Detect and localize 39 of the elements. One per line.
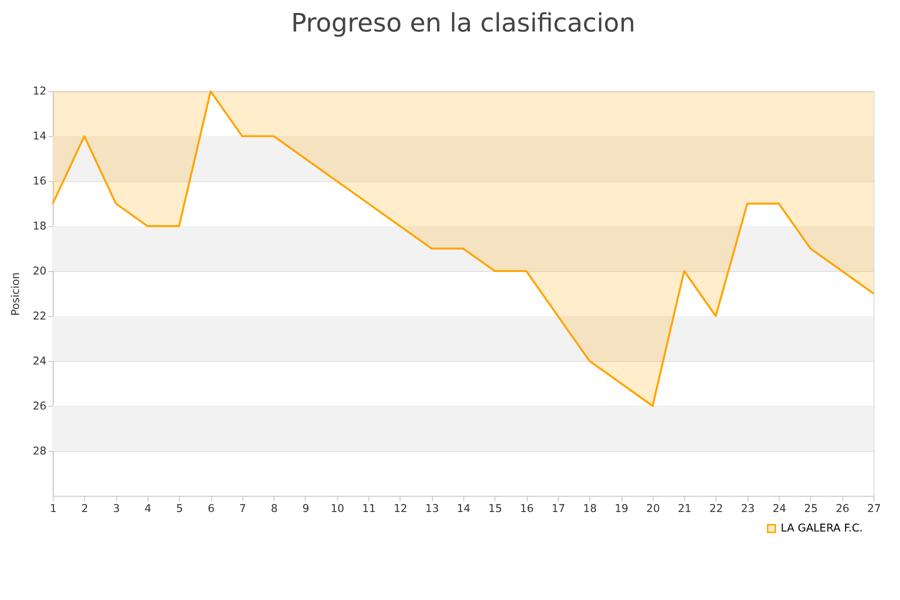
x-tick-label: 26	[836, 502, 850, 515]
x-tick-label: 13	[425, 502, 439, 515]
x-tick-label: 7	[239, 502, 246, 515]
y-tick-label: 26	[32, 399, 47, 412]
x-tick-label: 1	[50, 502, 57, 515]
x-tick-label: 21	[678, 502, 692, 515]
y-tick-label: 18	[32, 220, 47, 233]
x-tick-label: 24	[772, 502, 786, 515]
x-tick-label: 2	[81, 502, 88, 515]
x-tick-label: 5	[176, 502, 183, 515]
y-tick-label: 20	[32, 264, 47, 278]
x-tick-label: 18	[583, 502, 597, 515]
y-tick-label: 28	[32, 444, 47, 458]
x-tick-label: 17	[552, 502, 566, 515]
x-tick-label: 10	[330, 502, 344, 515]
x-tick-label: 20	[646, 502, 660, 515]
y-tick-label: 12	[32, 84, 46, 98]
x-tick-label: 12	[394, 502, 408, 515]
x-tick-label: 25	[804, 502, 818, 515]
y-tick-label: 22	[32, 309, 46, 322]
x-tick-label: 11	[362, 502, 376, 515]
x-tick-label: 16	[520, 502, 534, 515]
y-tick-label: 24	[32, 354, 47, 368]
x-tick-label: 6	[208, 502, 215, 515]
x-tick-label: 22	[709, 502, 724, 515]
x-tick-label: 4	[144, 502, 152, 515]
y-tick-label: 14	[32, 130, 47, 143]
y-tick-label: 16	[32, 174, 47, 188]
x-tick-label: 14	[456, 502, 471, 515]
x-tick-label: 9	[302, 502, 310, 515]
x-tick-label: 23	[740, 502, 755, 515]
x-tick-label: 27	[867, 502, 881, 515]
x-tick-label: 15	[488, 502, 502, 515]
legend-label: LA GALERA F.C.	[780, 521, 863, 534]
y-axis-title: Posicion	[9, 272, 22, 316]
chart-title: Progreso en la clasificacion	[291, 8, 636, 38]
x-tick-label: 3	[112, 502, 120, 515]
x-tick-label: 19	[614, 502, 629, 515]
x-tick-label: 8	[270, 502, 278, 515]
